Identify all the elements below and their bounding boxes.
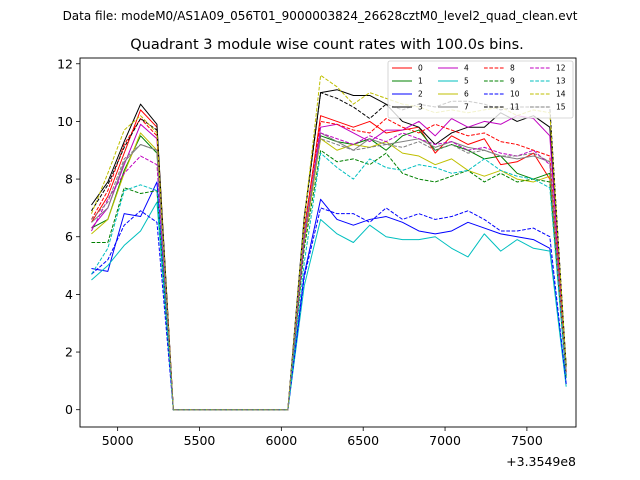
series-line-9 (91, 149, 567, 411)
legend-label-8: 8 (510, 64, 515, 73)
series-line-4 (91, 115, 567, 411)
y-tick-label: 8 (65, 172, 73, 187)
y-tick-label: 0 (65, 402, 73, 417)
legend-label-13: 13 (556, 77, 566, 86)
x-tick-label: 5500 (184, 433, 216, 448)
legend-label-3: 3 (418, 103, 423, 112)
series-line-8 (91, 118, 567, 411)
legend-label-14: 14 (556, 90, 566, 99)
x-tick-label: 6500 (347, 433, 379, 448)
chart-title: Quadrant 3 module wise count rates with … (130, 37, 524, 53)
legend-label-1: 1 (418, 77, 423, 86)
x-tick-label: 6000 (265, 433, 297, 448)
axes-frame (79, 57, 577, 428)
y-axis: 0 2 4 6 8 10 12 (57, 56, 80, 417)
legend-label-15: 15 (556, 103, 566, 112)
figure-suptitle: Data file: modeM0/AS1A09_056T01_90000038… (63, 9, 578, 23)
y-tick-label: 6 (65, 229, 73, 244)
x-tick-label: 7000 (429, 433, 461, 448)
series-line-0 (91, 109, 567, 411)
legend-label-10: 10 (510, 90, 520, 99)
y-tick-label: 10 (57, 114, 73, 129)
legend-label-2: 2 (418, 90, 423, 99)
legend-label-9: 9 (510, 77, 515, 86)
x-axis-offset-label: +3.3549e8 (506, 454, 576, 469)
legend-label-11: 11 (510, 103, 520, 112)
legend-label-0: 0 (418, 64, 423, 73)
legend-label-4: 4 (464, 64, 469, 73)
series-layer (90, 74, 567, 411)
series-line-5 (91, 201, 567, 411)
x-axis: 5000 5500 6000 6500 7000 7500 (102, 427, 543, 448)
x-tick-label: 5000 (102, 433, 134, 448)
legend-label-7: 7 (464, 103, 469, 112)
series-line-10 (91, 207, 567, 411)
series-line-15 (91, 138, 567, 411)
x-tick-label: 7500 (511, 433, 543, 448)
legend-label-5: 5 (464, 77, 469, 86)
y-tick-label: 12 (57, 56, 73, 71)
legend-label-6: 6 (464, 90, 469, 99)
series-line-13 (91, 152, 567, 411)
legend-box (387, 60, 574, 119)
y-tick-label: 4 (65, 287, 73, 302)
series-line-6 (91, 132, 567, 411)
legend-label-12: 12 (556, 64, 566, 73)
series-line-2 (91, 181, 567, 411)
y-tick-label: 2 (65, 345, 73, 360)
